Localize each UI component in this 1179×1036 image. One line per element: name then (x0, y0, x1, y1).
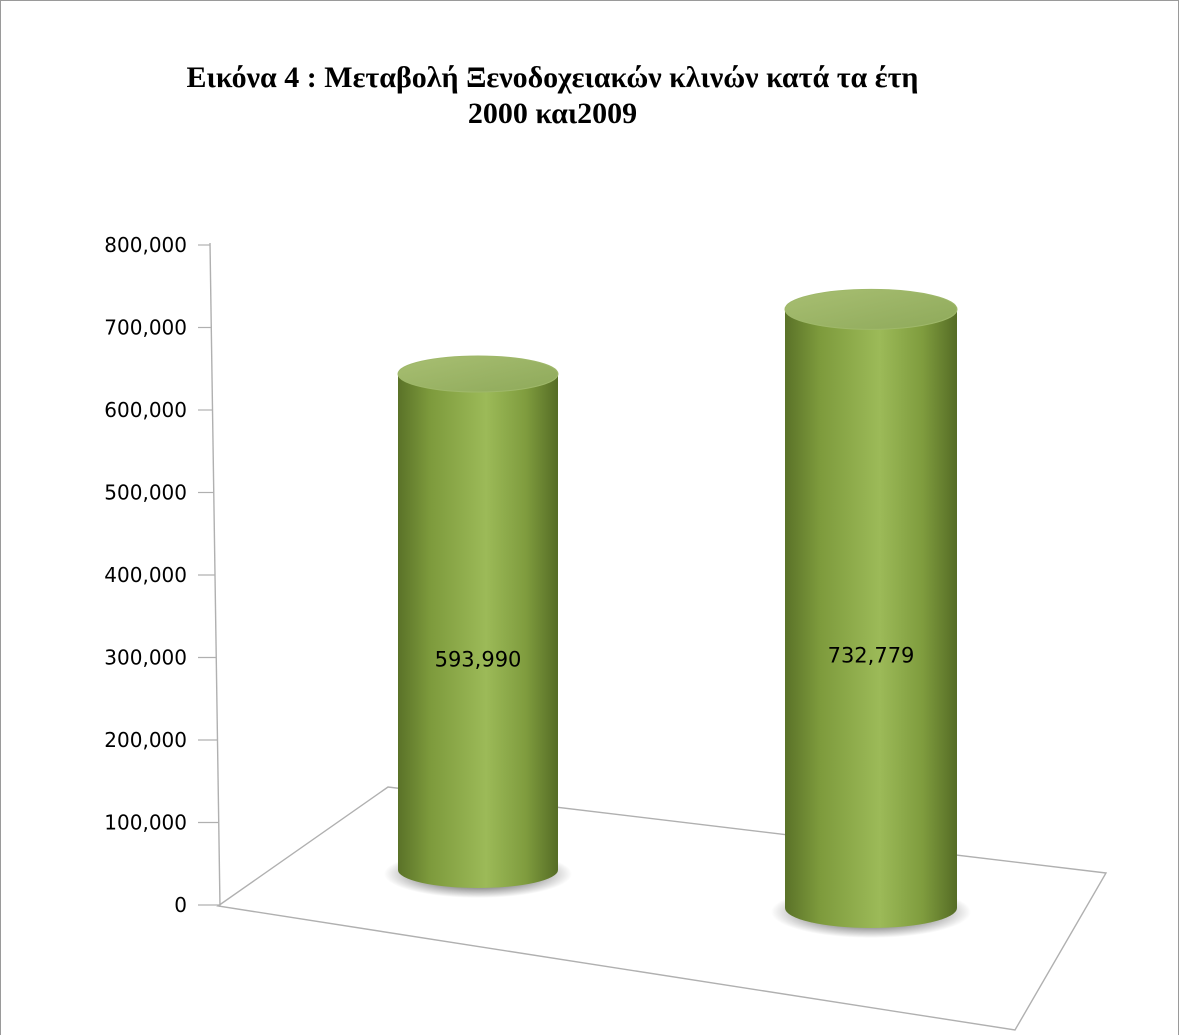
chart-title: Εικόνα 4 : Μεταβολή Ξενοδοχειακών κλινών… (60, 60, 1045, 132)
y-tick-label: 0 (174, 893, 187, 917)
y-tick-label: 100,000 (104, 811, 187, 835)
data-label: 732,779 (828, 644, 915, 668)
y-tick-label: 800,000 (104, 233, 187, 257)
y-tick-label: 300,000 (104, 646, 187, 670)
chart-title-line-2: 2000 και2009 (467, 97, 638, 130)
y-tick-label: 600,000 (104, 398, 187, 422)
chart-floor (216, 786, 1108, 1031)
bar-top-cap (397, 355, 559, 393)
chart-title-line-1: Εικόνα 4 : Μεταβολή Ξενοδοχειακών κλινών… (186, 61, 919, 94)
bar (785, 309, 957, 928)
y-tick-label: 400,000 (104, 563, 187, 587)
bar (398, 374, 558, 889)
y-tick-label: 200,000 (104, 728, 187, 752)
y-tick-label: 700,000 (104, 316, 187, 340)
bar-top-cap (784, 288, 958, 330)
y-tick-label: 500,000 (104, 481, 187, 505)
data-label: 593,990 (435, 648, 522, 672)
